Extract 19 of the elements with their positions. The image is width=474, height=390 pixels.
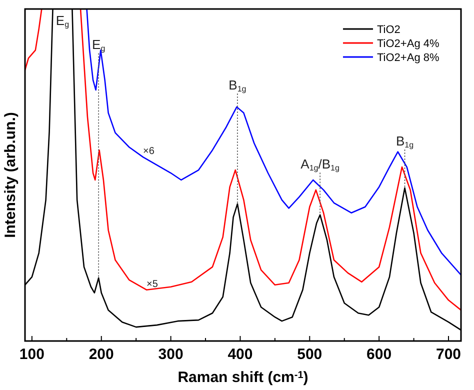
y-axis-title: Intensity (arb.un.) <box>2 112 19 238</box>
x-tick-label: 300 <box>158 346 184 363</box>
x-axis-title: Raman shift (cm$^{-1}$) <box>178 369 308 386</box>
x-tick-label: 600 <box>366 346 392 363</box>
annotation: A$_{1g}$/B$_{1g}$ <box>300 156 340 173</box>
annotation: B$_{1g}$ <box>228 78 246 94</box>
legend-label: TiO2+Ag 8% <box>377 52 440 64</box>
annotation: E$_{g}$ <box>92 37 106 54</box>
x-tick-label: 100 <box>19 346 44 363</box>
x-tick-label: 200 <box>88 346 114 363</box>
annotation: ×6 <box>143 146 155 158</box>
legend-label: TiO2 <box>377 24 400 36</box>
x-tick-label: 500 <box>297 346 322 363</box>
annotation: B$_{1g}$ <box>396 134 414 150</box>
x-tick-label: 700 <box>436 346 462 363</box>
legend-label: TiO2+Ag 4% <box>377 38 440 50</box>
annotation: E$_{g}$ <box>56 13 70 29</box>
annotation: ×5 <box>146 278 158 290</box>
x-tick-label: 400 <box>228 346 253 363</box>
